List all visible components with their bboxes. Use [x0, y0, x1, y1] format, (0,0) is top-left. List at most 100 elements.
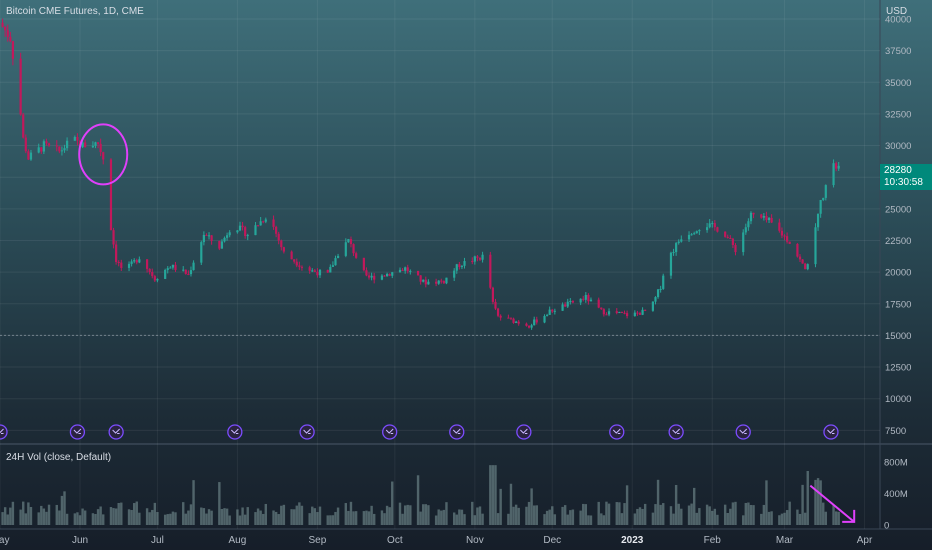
volume-bar	[189, 504, 193, 525]
volume-bar	[22, 501, 25, 525]
volume-bar	[1, 512, 4, 525]
volume-bar	[672, 513, 675, 525]
candle-body	[22, 114, 25, 138]
candle-body	[84, 142, 87, 148]
volume-bar	[63, 491, 66, 525]
volume-bar	[597, 501, 600, 525]
candle-body	[218, 240, 221, 249]
annotation-circle[interactable]	[78, 123, 129, 186]
volume-bar	[326, 515, 329, 525]
candle-body	[367, 275, 371, 278]
candle-body	[494, 301, 497, 309]
volume-bar	[638, 507, 642, 525]
candle-body	[380, 275, 384, 280]
volume-bar	[370, 505, 373, 525]
candle-body	[117, 261, 120, 263]
dividend-marker-glyph	[827, 428, 835, 434]
candle-body	[205, 234, 208, 236]
candle-body	[238, 225, 242, 231]
candle-body	[669, 252, 673, 276]
candle-body	[42, 141, 45, 152]
volume-bar	[117, 502, 120, 525]
candle-body	[517, 321, 520, 324]
volume-bar	[73, 513, 77, 525]
candle-body	[744, 227, 747, 233]
candle-body	[473, 256, 476, 262]
candle-body	[553, 310, 556, 312]
candle-body	[427, 281, 430, 285]
volume-bar	[243, 514, 247, 525]
volume-bar	[473, 515, 477, 525]
candle-body	[316, 271, 319, 276]
candle-body	[496, 308, 500, 316]
candle-body	[716, 227, 719, 232]
volume-bar	[530, 488, 533, 525]
x-tick-label: Aug	[229, 535, 247, 546]
volume-pane-title: 24H Vol (close, Default)	[6, 452, 112, 463]
candle-body	[711, 223, 714, 225]
volume-bar	[478, 506, 482, 525]
volume-bar	[135, 501, 138, 525]
candle-body	[641, 309, 644, 315]
candle-body	[349, 239, 353, 245]
candle-body	[780, 230, 784, 236]
volume-bar	[749, 504, 753, 525]
candle-body	[290, 251, 293, 260]
candle-body	[259, 221, 262, 226]
volume-bar	[788, 501, 791, 525]
volume-bar	[489, 465, 492, 525]
volume-bar	[192, 480, 195, 525]
volume-bar	[37, 512, 40, 525]
volume-bar	[171, 511, 175, 525]
volume-bar	[680, 508, 683, 525]
volume-bar	[166, 514, 169, 525]
candle-body	[383, 275, 386, 277]
candle-body	[166, 268, 169, 270]
volume-bar	[551, 506, 554, 525]
candle-body	[579, 298, 582, 303]
volume-bar	[60, 495, 64, 525]
candle-body	[422, 279, 425, 282]
candle-body	[822, 197, 825, 200]
currency-label: USD	[886, 6, 908, 17]
x-tick-label: Oct	[387, 535, 403, 546]
candle-body	[115, 244, 118, 262]
candle-body	[120, 262, 123, 268]
volume-bar	[112, 508, 115, 525]
volume-bar	[566, 514, 569, 525]
annotation-arrow-line[interactable]	[809, 484, 855, 523]
candle-body	[424, 279, 427, 285]
volume-bar	[481, 513, 484, 525]
candle-body	[659, 288, 662, 290]
volume-bar	[600, 513, 603, 525]
volume-bar	[698, 508, 701, 525]
candle-body	[63, 148, 66, 151]
volume-bar	[427, 505, 430, 525]
volume-bar	[169, 513, 172, 525]
candle-body	[94, 142, 97, 146]
volume-bar	[187, 510, 190, 525]
x-tick-label: Apr	[857, 535, 873, 546]
volume-bar	[29, 507, 33, 525]
candle-body	[654, 297, 657, 302]
volume-bar	[163, 514, 167, 525]
candle-body	[584, 294, 587, 300]
volume-bar	[3, 507, 7, 525]
volume-bar	[437, 509, 440, 525]
candle-body	[672, 252, 675, 254]
volume-bar	[19, 509, 22, 525]
candle-body	[690, 234, 693, 236]
candle-body	[60, 150, 64, 152]
x-tick-label: Jul	[151, 535, 164, 546]
candle-body	[460, 265, 464, 268]
volume-bar	[76, 512, 79, 525]
candle-body	[651, 301, 655, 311]
candle-body	[55, 145, 58, 147]
candle-body	[445, 277, 448, 284]
candle-body	[365, 270, 368, 276]
candle-body	[662, 275, 665, 289]
dividend-marker-icon[interactable]	[0, 424, 8, 440]
volume-bar	[300, 505, 304, 525]
candle-body	[548, 309, 551, 315]
